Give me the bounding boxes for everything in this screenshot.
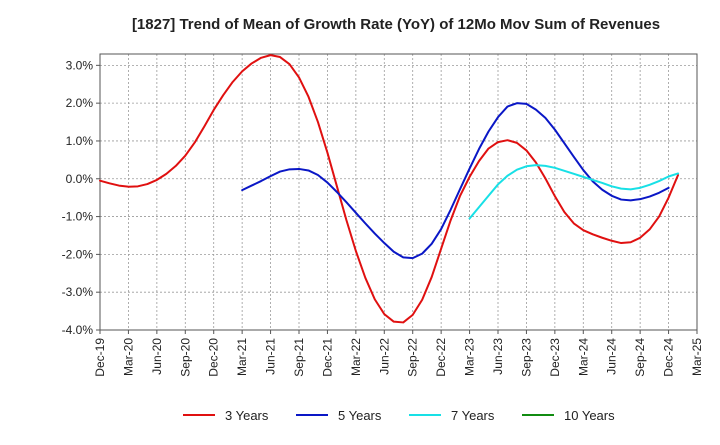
legend: 3 Years 5 Years 7 Years 10 Years <box>183 408 615 423</box>
series-layer <box>99 54 680 324</box>
x-tick-label: Dec-24 <box>662 338 676 377</box>
x-tick-label: Jun-21 <box>264 338 278 375</box>
x-tick-label: Mar-23 <box>463 338 477 376</box>
x-tick-label: Dec-19 <box>93 338 107 377</box>
series-line-7-years <box>468 164 680 220</box>
y-tick-label: 0.0% <box>66 172 94 186</box>
x-tick-label: Sep-21 <box>292 338 306 377</box>
series-line-5-years <box>241 102 670 260</box>
grid-layer <box>100 54 697 330</box>
x-tick-label: Dec-22 <box>434 338 448 377</box>
x-axis-ticks: Dec-19 Mar-20 Jun-20 Sep-20 Dec-20 Mar-21 Jun-… <box>93 330 704 377</box>
y-tick-label: -1.0% <box>62 210 94 224</box>
x-tick-label: Sep-24 <box>633 338 647 377</box>
x-tick-label: Sep-20 <box>178 338 192 377</box>
x-tick-label: Sep-23 <box>519 338 533 377</box>
y-tick-label: 2.0% <box>66 96 94 110</box>
chart-title: [1827] Trend of Mean of Growth Rate (YoY… <box>132 16 660 33</box>
y-axis-ticks: 3.0% 2.0% 1.0% 0.0% -1.0% -2.0% -3.0% -4.0% <box>62 58 100 337</box>
x-tick-label: Sep-22 <box>406 338 420 377</box>
y-tick-label: 3.0% <box>66 58 94 72</box>
x-tick-label: Mar-24 <box>576 338 590 376</box>
x-tick-label: Jun-20 <box>150 338 164 375</box>
x-tick-label: Mar-20 <box>121 338 135 376</box>
y-tick-label: -4.0% <box>62 323 94 337</box>
legend-label: 10 Years <box>564 408 615 423</box>
x-tick-label: Jun-23 <box>491 338 505 375</box>
y-tick-label: -2.0% <box>62 247 94 261</box>
series-line-3-years <box>99 54 680 324</box>
legend-label: 7 Years <box>451 408 495 423</box>
x-tick-label: Dec-23 <box>548 338 562 377</box>
x-tick-label: Mar-25 <box>690 338 704 376</box>
x-tick-label: Dec-20 <box>207 338 221 377</box>
x-tick-label: Mar-21 <box>235 338 249 376</box>
x-tick-label: Jun-24 <box>605 338 619 375</box>
x-tick-label: Dec-21 <box>320 338 334 377</box>
x-tick-label: Mar-22 <box>349 338 363 376</box>
y-tick-label: -3.0% <box>62 285 94 299</box>
y-tick-label: 1.0% <box>66 134 94 148</box>
legend-label: 3 Years <box>225 408 269 423</box>
plot-area-frame <box>99 53 698 331</box>
legend-label: 5 Years <box>338 408 382 423</box>
x-tick-label: Jun-22 <box>377 338 391 375</box>
